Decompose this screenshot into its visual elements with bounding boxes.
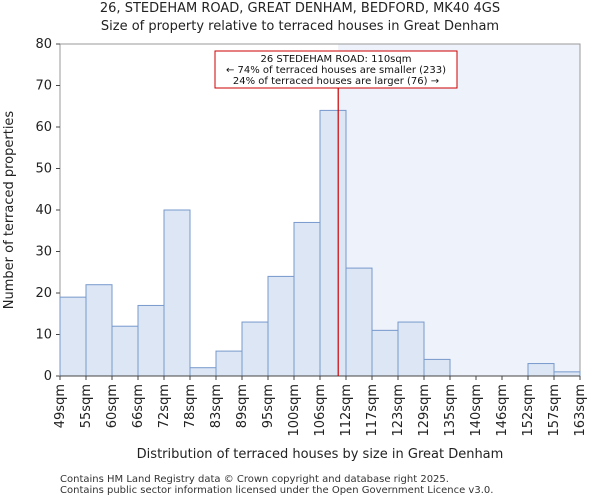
histogram-bar bbox=[241, 321, 269, 377]
y-tick-label: 80 bbox=[35, 37, 52, 52]
annotation-box bbox=[214, 50, 458, 89]
x-tick-label: 157sqm bbox=[547, 384, 562, 437]
x-tick-label: 106sqm bbox=[313, 384, 328, 437]
annotation-text: 26 STEDEHAM ROAD: 110sqm bbox=[261, 54, 412, 65]
y-tick-label: 0 bbox=[44, 369, 52, 384]
x-tick-label: 117sqm bbox=[365, 384, 380, 437]
histogram-bar bbox=[319, 109, 347, 377]
footer-copyright: Contains HM Land Registry data © Crown c… bbox=[60, 474, 449, 485]
annotation-text: ← 74% of terraced houses are smaller (23… bbox=[226, 65, 446, 76]
x-tick-label: 83sqm bbox=[209, 384, 224, 428]
y-tick-label: 50 bbox=[35, 162, 52, 177]
chart-title: 26, STEDEHAM ROAD, GREAT DENHAM, BEDFORD… bbox=[99, 1, 501, 16]
larger-region-shade bbox=[338, 44, 580, 376]
annotation-text: 24% of terraced houses are larger (76) → bbox=[233, 76, 439, 87]
x-tick-label: 89sqm bbox=[235, 384, 250, 428]
x-tick-label: 55sqm bbox=[79, 384, 94, 428]
x-axis-title: Distribution of terraced houses by size … bbox=[137, 447, 504, 462]
x-tick-label: 129sqm bbox=[417, 384, 432, 437]
x-tick-label: 66sqm bbox=[131, 384, 146, 428]
x-tick-label: 146sqm bbox=[495, 384, 510, 437]
histogram-bar bbox=[371, 329, 399, 377]
y-tick-label: 20 bbox=[35, 286, 52, 301]
y-tick-label: 10 bbox=[35, 328, 52, 343]
histogram-bar bbox=[111, 325, 139, 377]
histogram-bar bbox=[423, 358, 451, 377]
footer-licence: Contains public sector information licen… bbox=[60, 485, 494, 496]
histogram-bar bbox=[553, 371, 581, 377]
x-tick-label: 49sqm bbox=[53, 384, 68, 428]
histogram-bar bbox=[215, 350, 243, 377]
x-tick-label: 135sqm bbox=[443, 384, 458, 437]
histogram-bar bbox=[397, 321, 425, 377]
x-tick-label: 95sqm bbox=[261, 384, 276, 428]
x-tick-label: 163sqm bbox=[573, 384, 588, 437]
y-tick-label: 30 bbox=[35, 245, 52, 260]
histogram-bar bbox=[59, 296, 87, 377]
x-tick-label: 152sqm bbox=[521, 384, 536, 437]
histogram-bar bbox=[345, 267, 373, 377]
histogram-bar bbox=[85, 284, 113, 377]
x-tick-label: 60sqm bbox=[105, 384, 120, 428]
histogram-bar bbox=[267, 275, 295, 377]
x-tick-label: 112sqm bbox=[339, 384, 354, 437]
y-tick-label: 40 bbox=[35, 203, 52, 218]
chart-subtitle: Size of property relative to terraced ho… bbox=[100, 19, 500, 34]
histogram-bar bbox=[527, 363, 555, 377]
x-tick-label: 72sqm bbox=[157, 384, 172, 428]
histogram-bar bbox=[163, 209, 191, 377]
y-axis-title: Number of terraced properties bbox=[2, 111, 17, 310]
histogram-bar bbox=[137, 304, 165, 377]
x-tick-label: 100sqm bbox=[287, 384, 302, 437]
y-tick-label: 70 bbox=[35, 79, 52, 94]
histogram-bar bbox=[293, 221, 321, 377]
x-tick-label: 140sqm bbox=[469, 384, 484, 437]
histogram-bar bbox=[189, 367, 217, 377]
y-tick-label: 60 bbox=[35, 120, 52, 135]
x-tick-label: 78sqm bbox=[183, 384, 198, 428]
x-tick-label: 123sqm bbox=[391, 384, 406, 437]
